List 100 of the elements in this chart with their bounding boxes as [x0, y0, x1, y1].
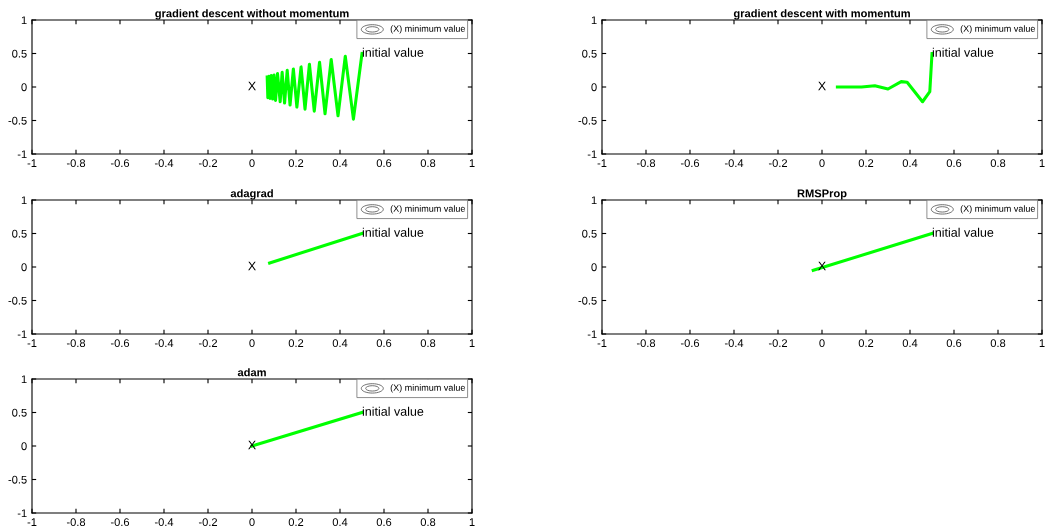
x-tick-label: -0.6: [680, 159, 700, 168]
annotation: initial value: [362, 406, 424, 416]
x-tick-label: -0.8: [636, 339, 656, 348]
y-tick-label: 1: [21, 16, 27, 25]
x-tick-label: -0.2: [198, 339, 218, 348]
y-tick-label: -0.5: [578, 116, 597, 125]
x-tick-label: 0: [819, 339, 825, 348]
x-tick-label: 1: [1039, 339, 1045, 347]
x-tick-label: 0.8: [420, 339, 436, 348]
annotation: X: [248, 261, 256, 271]
x-tick-label: -0.8: [66, 159, 86, 168]
annotation: (X) minimum value: [390, 384, 465, 393]
annotation: X: [818, 81, 826, 91]
annotation: (X) minimum value: [390, 205, 465, 214]
y-tick-label: 0.5: [12, 229, 27, 238]
x-tick-label: 0.2: [288, 159, 304, 168]
y-tick-label: 1: [591, 16, 597, 25]
x-tick-label: 1: [469, 518, 475, 526]
y-tick-label: 1: [21, 375, 27, 384]
x-tick-label: 0.6: [946, 339, 962, 348]
chart-title: gradient descent without momentum: [155, 9, 349, 20]
x-tick-label: -0.2: [768, 159, 788, 168]
chart-title: adagrad: [230, 189, 273, 200]
annotation: (X) minimum value: [390, 25, 465, 34]
y-tick-label: 0: [21, 442, 27, 451]
y-tick-label: -0.5: [578, 296, 597, 305]
x-tick-label: 0.6: [376, 159, 392, 168]
y-tick-label: 1: [591, 196, 597, 205]
x-tick-label: 1: [469, 339, 475, 347]
annotation: X: [248, 81, 256, 91]
x-tick-label: -1: [597, 339, 607, 347]
x-tick-label: 1: [469, 159, 475, 167]
x-tick-label: 0.6: [376, 518, 392, 527]
chart-title: gradient descent with momentum: [733, 9, 910, 20]
y-tick-label: 0: [21, 83, 27, 92]
annotation: initial value: [362, 227, 424, 237]
y-tick-label: 0: [591, 263, 597, 272]
x-tick-label: -0.8: [66, 339, 86, 348]
x-tick-label: 0.4: [332, 339, 348, 348]
annotation: initial value: [932, 227, 994, 237]
y-tick-label: -1: [17, 150, 27, 159]
x-tick-label: 0.2: [288, 339, 304, 348]
y-tick-label: -1: [587, 330, 597, 339]
x-tick-label: 0.8: [420, 159, 436, 168]
annotation: (X) minimum value: [960, 205, 1035, 214]
x-tick-label: 0.8: [420, 518, 436, 527]
x-tick-label: 0.2: [858, 159, 874, 168]
x-tick-label: -0.4: [154, 518, 174, 527]
x-tick-label: 0.8: [990, 159, 1006, 168]
x-tick-label: 0: [249, 339, 255, 348]
x-tick-label: -0.6: [680, 339, 700, 348]
x-tick-label: -0.4: [154, 159, 174, 168]
chart-title: RMSProp: [797, 189, 847, 200]
annotation: initial value: [932, 47, 994, 57]
x-tick-label: -0.2: [198, 159, 218, 168]
x-tick-label: -1: [27, 159, 37, 167]
y-tick-label: 1: [21, 196, 27, 205]
x-tick-label: -0.4: [724, 339, 744, 348]
x-tick-label: 0.2: [288, 518, 304, 527]
x-tick-label: 0.6: [946, 159, 962, 168]
y-tick-label: -1: [17, 509, 27, 518]
x-tick-label: -0.6: [110, 159, 130, 168]
y-tick-label: 0.5: [12, 49, 27, 58]
x-tick-label: 0: [249, 159, 255, 168]
x-tick-label: 0: [249, 518, 255, 527]
x-tick-label: -0.6: [110, 339, 130, 348]
line-series: [835, 51, 934, 104]
y-tick-label: -0.5: [8, 116, 27, 125]
x-tick-label: -0.2: [198, 518, 218, 527]
x-tick-label: 0.6: [376, 339, 392, 348]
x-tick-label: -0.8: [636, 159, 656, 168]
y-tick-label: -0.5: [8, 475, 27, 484]
x-tick-label: -0.2: [768, 339, 788, 348]
x-tick-label: -0.6: [110, 518, 130, 527]
x-tick-label: -0.4: [724, 159, 744, 168]
y-tick-label: 0: [21, 263, 27, 272]
x-tick-label: 0.4: [902, 159, 918, 168]
x-tick-label: -0.4: [154, 339, 174, 348]
x-tick-label: -1: [27, 339, 37, 347]
x-tick-label: -1: [27, 518, 37, 526]
x-tick-label: 0.4: [902, 339, 918, 348]
x-tick-label: 0.2: [858, 339, 874, 348]
y-tick-label: 0.5: [582, 49, 597, 58]
x-tick-label: 0: [819, 159, 825, 168]
annotation: initial value: [362, 47, 424, 57]
x-tick-label: -0.8: [66, 518, 86, 527]
y-tick-label: -1: [587, 150, 597, 159]
x-tick-label: 0.4: [332, 159, 348, 168]
x-tick-label: 1: [1039, 159, 1045, 167]
y-tick-label: -1: [17, 330, 27, 339]
x-tick-label: 0.8: [990, 339, 1006, 348]
x-tick-label: 0.4: [332, 518, 348, 527]
chart-title: adam: [237, 368, 266, 377]
y-tick-label: 0.5: [12, 408, 27, 417]
line-series: [265, 51, 364, 121]
y-tick-label: 0: [591, 83, 597, 92]
x-tick-label: -1: [597, 159, 607, 167]
annotation: (X) minimum value: [960, 25, 1035, 34]
y-tick-label: -0.5: [8, 296, 27, 305]
y-tick-label: 0.5: [582, 229, 597, 238]
